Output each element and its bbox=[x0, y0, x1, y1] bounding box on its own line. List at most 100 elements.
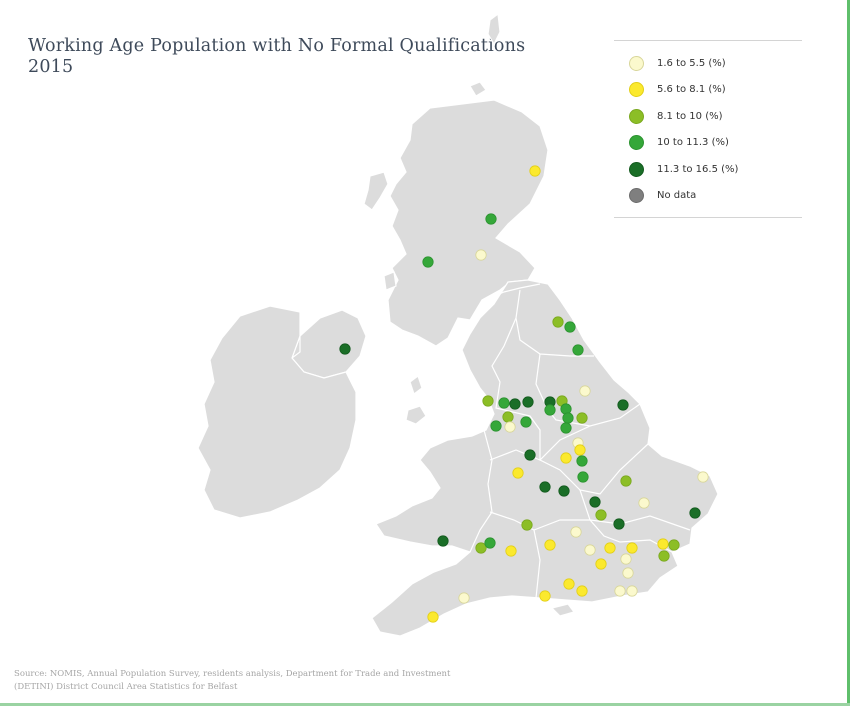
data-point bbox=[502, 411, 514, 423]
border-northeast bbox=[515, 289, 594, 357]
legend-swatch bbox=[629, 188, 644, 204]
data-point bbox=[622, 567, 634, 579]
data-point bbox=[626, 585, 638, 597]
border-northwest bbox=[491, 317, 541, 460]
data-points bbox=[339, 165, 709, 623]
map-title-line2: 2015 bbox=[28, 57, 74, 77]
legend-swatch bbox=[629, 161, 644, 177]
data-point bbox=[552, 316, 564, 328]
isle-of-man bbox=[409, 375, 423, 395]
data-point bbox=[544, 539, 556, 551]
data-point bbox=[544, 404, 556, 416]
isle-of-wight bbox=[550, 603, 576, 617]
border-scotland-england bbox=[489, 283, 541, 299]
data-point bbox=[638, 497, 650, 509]
scotland-landmass bbox=[387, 99, 549, 347]
data-point bbox=[617, 399, 629, 411]
data-point bbox=[563, 578, 575, 590]
data-point bbox=[570, 526, 582, 538]
data-point bbox=[620, 553, 632, 565]
data-point bbox=[505, 545, 517, 557]
data-point bbox=[520, 416, 532, 428]
data-point bbox=[576, 412, 588, 424]
data-point bbox=[572, 344, 584, 356]
anglesey bbox=[405, 405, 427, 425]
data-point bbox=[626, 542, 638, 554]
data-point bbox=[482, 395, 494, 407]
data-point bbox=[475, 542, 487, 554]
legend-item: 11.3 to 16.5 (%) bbox=[614, 156, 802, 183]
data-point bbox=[657, 538, 669, 550]
data-point bbox=[574, 444, 586, 456]
legend-label: 8.1 to 10 (%) bbox=[657, 110, 723, 122]
data-point bbox=[697, 471, 709, 483]
legend-swatch bbox=[629, 82, 644, 98]
data-point bbox=[604, 542, 616, 554]
legend-label: 10 to 11.3 (%) bbox=[657, 137, 729, 149]
data-point bbox=[509, 398, 521, 410]
islay bbox=[383, 271, 397, 291]
data-point bbox=[485, 213, 497, 225]
legend-swatch bbox=[629, 135, 644, 151]
data-point bbox=[614, 585, 626, 597]
data-point bbox=[595, 509, 607, 521]
data-point bbox=[613, 518, 625, 530]
shetland bbox=[487, 12, 501, 46]
source-note: Source: NOMIS, Annual Population Survey,… bbox=[14, 668, 584, 694]
data-point bbox=[560, 452, 572, 464]
legend-item: 8.1 to 10 (%) bbox=[614, 103, 802, 130]
data-point bbox=[524, 449, 536, 461]
border-southeast bbox=[533, 519, 673, 553]
border-east-midlands bbox=[539, 443, 649, 495]
data-point bbox=[498, 397, 510, 409]
frame-border-right bbox=[847, 0, 850, 706]
data-point bbox=[427, 611, 439, 623]
data-point bbox=[512, 467, 524, 479]
data-point bbox=[576, 455, 588, 467]
data-point bbox=[579, 385, 591, 397]
data-point bbox=[484, 537, 496, 549]
legend-label: No data bbox=[657, 190, 697, 202]
data-point bbox=[689, 507, 701, 519]
legend-item: 1.6 to 5.5 (%) bbox=[614, 50, 802, 77]
data-point bbox=[521, 519, 533, 531]
data-point bbox=[584, 544, 596, 556]
data-point bbox=[529, 165, 541, 177]
legend-item: 5.6 to 8.1 (%) bbox=[614, 77, 802, 104]
data-point bbox=[589, 496, 601, 508]
data-point bbox=[564, 321, 576, 333]
map-title: Working Age Population with No Formal Qu… bbox=[28, 36, 525, 78]
orkney bbox=[469, 81, 487, 97]
data-point bbox=[522, 396, 534, 408]
border-ni-roi bbox=[291, 336, 301, 359]
border-yorkshire bbox=[535, 353, 641, 427]
legend-swatch bbox=[629, 55, 644, 71]
data-point bbox=[539, 481, 551, 493]
map-title-line1: Working Age Population with No Formal Qu… bbox=[28, 36, 526, 56]
data-point bbox=[539, 590, 551, 602]
data-point bbox=[339, 343, 351, 355]
legend-label: 5.6 to 8.1 (%) bbox=[657, 84, 726, 96]
data-point bbox=[422, 256, 434, 268]
legend-item: No data bbox=[614, 183, 802, 210]
legend-label: 1.6 to 5.5 (%) bbox=[657, 57, 726, 69]
data-point bbox=[475, 249, 487, 261]
hebrides bbox=[363, 171, 389, 211]
data-point bbox=[490, 420, 502, 432]
source-line1: Source: NOMIS, Annual Population Survey,… bbox=[14, 669, 451, 679]
northern-ireland-landmass bbox=[291, 309, 367, 379]
data-point bbox=[504, 421, 516, 433]
data-point bbox=[620, 475, 632, 487]
data-point bbox=[668, 539, 680, 551]
legend-swatch bbox=[629, 108, 644, 124]
data-point bbox=[560, 422, 572, 434]
data-point bbox=[562, 412, 574, 424]
source-line2: (DETINI) District Council Area Statistic… bbox=[14, 682, 238, 692]
data-point bbox=[560, 403, 572, 415]
frame-border-bottom bbox=[0, 703, 850, 706]
border-wales bbox=[469, 429, 493, 553]
data-point bbox=[558, 485, 570, 497]
legend: 1.6 to 5.5 (%) 5.6 to 8.1 (%) 8.1 to 10 … bbox=[614, 40, 802, 218]
legend-label: 11.3 to 16.5 (%) bbox=[657, 163, 739, 175]
